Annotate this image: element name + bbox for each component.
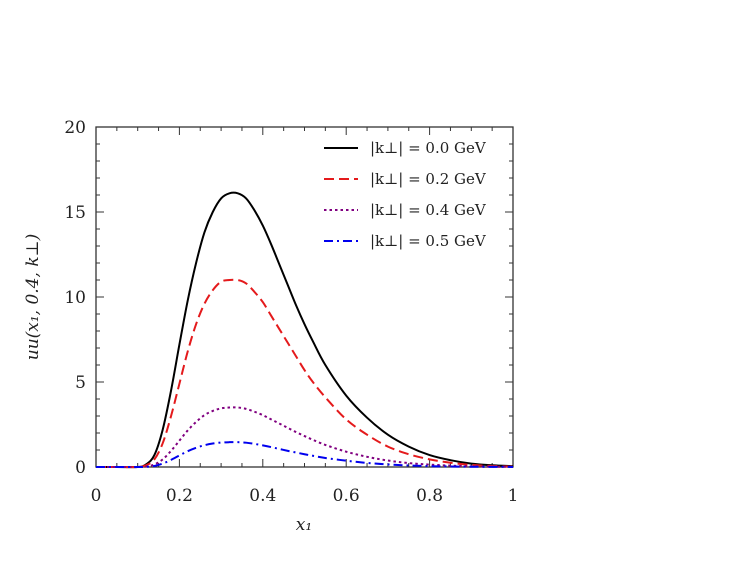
series-line-0 [95, 191, 514, 469]
series-line-2 [95, 406, 514, 469]
legend-label-1: |k⊥| = 0.2 GeV [370, 170, 487, 188]
series-line-1 [95, 278, 514, 469]
y-tick-label: 15 [64, 203, 86, 223]
x-tick-label: 0.8 [416, 486, 443, 506]
x-tick-label: 0.4 [249, 486, 276, 506]
x-tick-label: 1 [508, 486, 519, 506]
series-lines [95, 191, 514, 469]
y-tick-label: 20 [64, 118, 86, 138]
y-tick-label: 5 [75, 373, 86, 393]
legend-label-0: |k⊥| = 0.0 GeV [370, 139, 487, 157]
y-axis-title: uu(x₁, 0.4, k⊥) [23, 234, 43, 361]
series-line-3 [95, 441, 514, 469]
x-axis-title: x₁ [296, 515, 312, 535]
y-tick-label: 10 [64, 288, 86, 308]
y-tick-label: 0 [75, 458, 86, 478]
legend-label-2: |k⊥| = 0.4 GeV [370, 201, 487, 219]
x-tick-label: 0.6 [333, 486, 360, 506]
legend-label-3: |k⊥| = 0.5 GeV [370, 232, 487, 250]
legend: |k⊥| = 0.0 GeV |k⊥| = 0.2 GeV |k⊥| = 0.4 G… [324, 139, 487, 250]
x-tick-label: 0 [91, 486, 102, 506]
x-tick-label: 0.2 [166, 486, 193, 506]
